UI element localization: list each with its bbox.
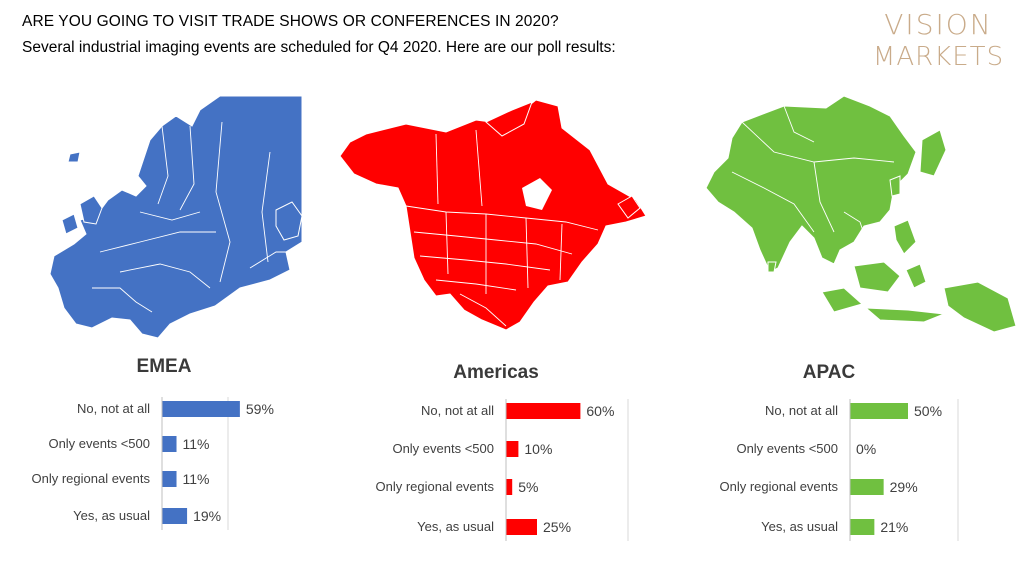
data-label: 10% [524,441,552,457]
page-subtitle: Several industrial imaging events are sc… [22,39,616,56]
data-label: 11% [183,471,210,487]
data-label: 25% [543,519,571,535]
logo-line-2: MARKETS [872,42,1005,72]
category-label: Only events <500 [392,441,494,456]
bar [506,403,581,419]
category-label: Only regional events [31,471,150,486]
region-title-americas: Americas [453,362,539,383]
data-label: 21% [880,519,908,535]
region-title-apac: APAC [802,362,856,383]
data-label: 50% [914,403,942,419]
data-label: 60% [586,403,614,419]
bar [850,403,908,419]
category-label: Yes, as usual [73,508,150,523]
bar [506,479,513,495]
data-label: 5% [518,479,538,495]
category-label: Only events <500 [736,441,838,456]
category-label: No, not at all [77,401,150,416]
data-label: 0% [856,441,876,457]
data-label: 29% [890,479,918,495]
category-label: Yes, as usual [417,519,494,534]
bar [162,508,188,524]
apac-bar-chart: No, not at all 50% Only events <500 0% Only … [719,399,959,541]
logo-line-1: VISION [884,8,993,41]
bar [162,436,177,452]
bar [850,479,884,495]
category-label: Only events <500 [48,436,150,451]
americas-bar-chart: No, not at all 60% Only events <500 10% Only… [375,399,629,541]
north-america-map-icon [339,99,647,331]
data-label: 19% [193,508,221,524]
category-label: Only regional events [719,479,838,494]
vision-markets-logo: VISION MARKETS [866,8,1011,74]
category-label: No, not at all [421,403,494,418]
bar [506,519,537,535]
emea-bar-chart: No, not at all 59% Only events <500 11% Only… [31,397,274,530]
bar [850,519,875,535]
data-label: 11% [183,436,210,452]
bar [506,441,519,457]
bar [162,401,240,417]
region-title-emea: EMEA [136,356,192,377]
page-title: ARE YOU GOING TO VISIT TRADE SHOWS OR CO… [22,13,559,30]
category-label: No, not at all [765,403,838,418]
bar [162,471,177,487]
europe-map-icon [49,95,303,339]
category-label: Only regional events [375,479,494,494]
category-label: Yes, as usual [761,519,838,534]
asia-pacific-map-icon [705,95,1017,333]
data-label: 59% [246,401,274,417]
